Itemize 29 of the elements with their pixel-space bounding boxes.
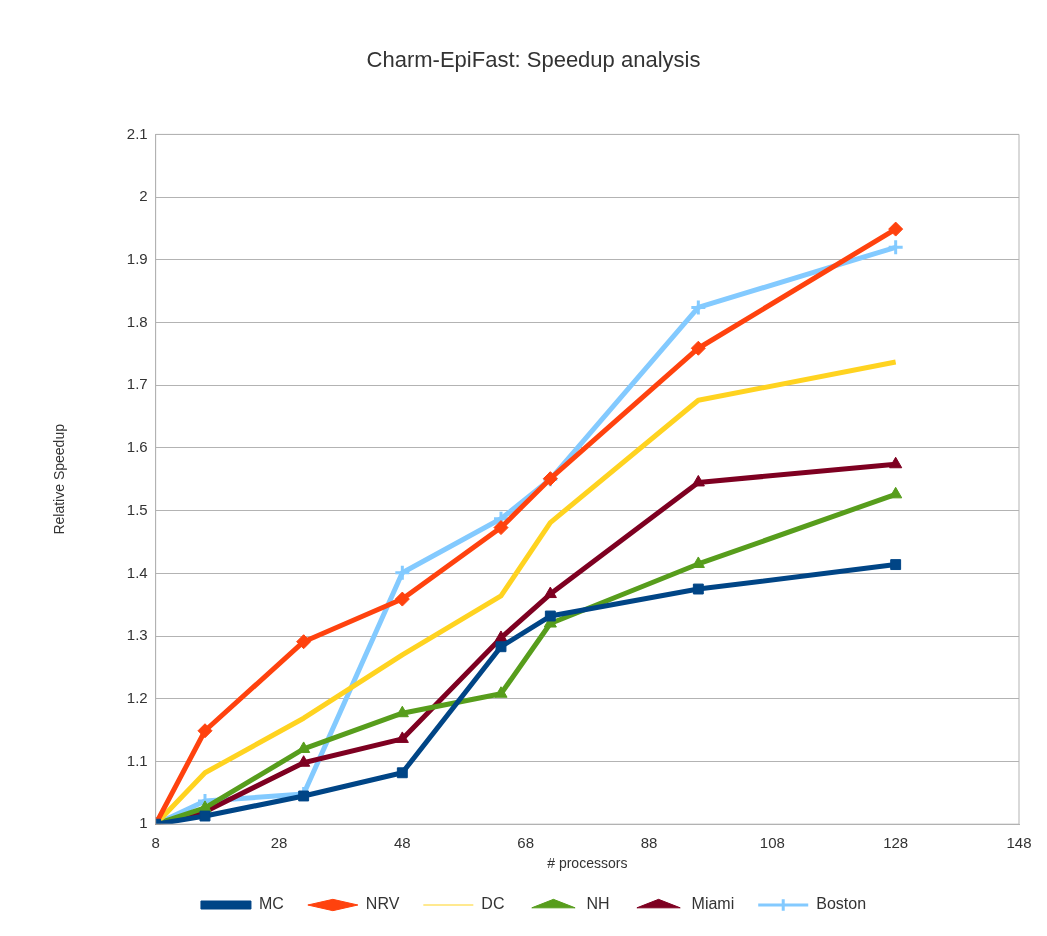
legend-label: Miami bbox=[691, 895, 735, 913]
y-tick-label: 1.9 bbox=[126, 249, 148, 267]
y-tick-label: 1.3 bbox=[126, 626, 148, 644]
y-tick-label: 1.1 bbox=[126, 751, 148, 769]
x-tick-label: 88 bbox=[640, 834, 658, 852]
y-tick-label: 1.8 bbox=[126, 312, 148, 330]
x-axis-title: # processors bbox=[547, 855, 628, 872]
chart-title: Charm-EpiFast: Speedup analysis bbox=[366, 47, 701, 73]
x-tick-label: 48 bbox=[393, 834, 411, 852]
y-tick-label: 1.5 bbox=[126, 500, 148, 518]
y-tick-label: 2 bbox=[139, 187, 148, 205]
y-tick-label: 2.1 bbox=[126, 124, 148, 142]
y-tick-label: 1.6 bbox=[126, 438, 148, 456]
y-tick-label: 1.2 bbox=[126, 688, 148, 706]
x-tick-label: 108 bbox=[759, 834, 785, 852]
y-tick-label: 1.4 bbox=[126, 563, 148, 581]
x-tick-label: 148 bbox=[1006, 834, 1032, 852]
x-tick-label: 28 bbox=[270, 834, 288, 852]
legend-label: NH bbox=[586, 895, 610, 913]
legend-label: DC bbox=[481, 895, 505, 913]
x-tick-label: 8 bbox=[151, 834, 160, 852]
legend-label: NRV bbox=[365, 895, 400, 913]
y-axis-title: Relative Speedup bbox=[51, 423, 68, 535]
x-tick-label: 68 bbox=[517, 834, 534, 852]
x-tick-label: 128 bbox=[883, 834, 909, 852]
y-tick-label: 1.7 bbox=[126, 375, 148, 393]
legend-label: Boston bbox=[816, 895, 867, 913]
legend-label: MC bbox=[258, 895, 284, 913]
y-tick-label: 1 bbox=[139, 814, 148, 832]
